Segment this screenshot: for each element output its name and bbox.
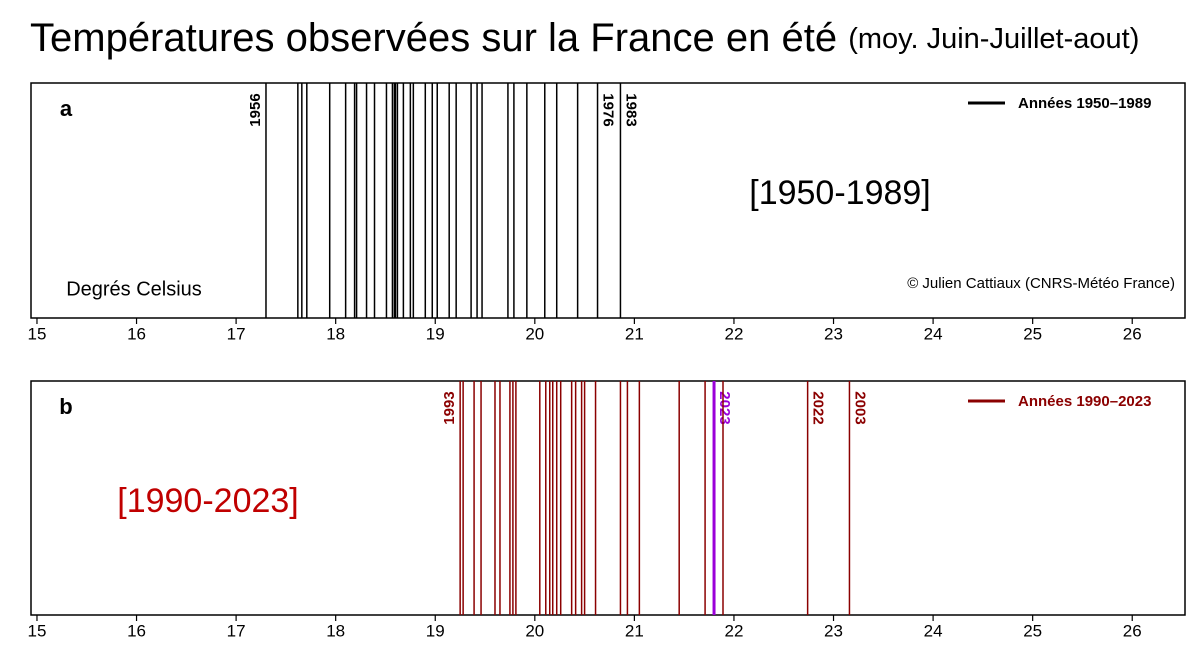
- x-tick-label: 17: [227, 621, 246, 640]
- plot-frame: [30, 380, 1186, 616]
- legend-entry: Années 1990–2023: [1018, 393, 1151, 410]
- chart-title: Températures observées sur la France en …: [30, 16, 1139, 60]
- x-tick-label: 25: [1023, 621, 1042, 640]
- x-tick-label: 19: [426, 621, 445, 640]
- axis-label: Degrés Celsius: [66, 278, 202, 300]
- x-tick-label: 18: [326, 324, 345, 343]
- credit: © Julien Cattiaux (CNRS-Météo France): [907, 275, 1175, 292]
- year-label: 1956: [247, 93, 264, 126]
- title: Températures observées sur la France en …: [30, 16, 837, 60]
- x-tick-label: 15: [28, 621, 47, 640]
- panel-label: b: [59, 394, 72, 419]
- plot-frame: [30, 82, 1186, 319]
- year-label: 1993: [441, 391, 458, 424]
- x-tick-label: 23: [824, 621, 843, 640]
- x-tick-label: 17: [227, 324, 246, 343]
- year-label: 1976: [600, 93, 617, 126]
- annotation: [1990-2023]: [117, 482, 299, 520]
- panel-label: a: [60, 96, 73, 121]
- x-tick-label: 20: [525, 621, 544, 640]
- x-tick-label: 21: [625, 324, 644, 343]
- year-label: 2022: [810, 391, 827, 424]
- legend-entry: Années 1950–1989: [1018, 95, 1151, 112]
- x-tick-label: 18: [326, 621, 345, 640]
- x-tick-label: 26: [1123, 324, 1142, 343]
- x-tick-label: 23: [824, 324, 843, 343]
- x-tick-label: 20: [525, 324, 544, 343]
- x-tick-label: 22: [724, 621, 743, 640]
- x-tick-label: 19: [426, 324, 445, 343]
- x-tick-label: 24: [924, 324, 943, 343]
- year-label: 2003: [851, 391, 868, 424]
- x-tick-label: 15: [28, 324, 47, 343]
- x-tick-label: 16: [127, 621, 146, 640]
- x-tick-label: 21: [625, 621, 644, 640]
- x-tick-label: 25: [1023, 324, 1042, 343]
- annotation: [1950-1989]: [749, 174, 931, 212]
- year-label: 2023: [716, 391, 733, 424]
- subtitle: (moy. Juin-Juillet-aout): [848, 23, 1139, 55]
- x-tick-label: 26: [1123, 621, 1142, 640]
- x-tick-label: 24: [924, 621, 943, 640]
- x-tick-label: 16: [127, 324, 146, 343]
- year-label: 1983: [622, 93, 639, 126]
- x-tick-label: 22: [724, 324, 743, 343]
